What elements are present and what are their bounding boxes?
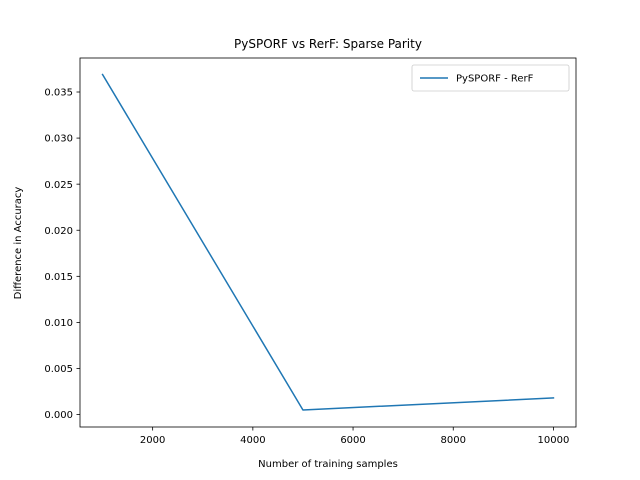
series-layer bbox=[101, 73, 555, 411]
x-tick-label: 6000 bbox=[340, 435, 365, 446]
x-tick-label: 10000 bbox=[538, 435, 570, 446]
y-tick-label: 0.030 bbox=[44, 134, 73, 145]
y-tick-label: 0.000 bbox=[44, 410, 73, 421]
plot-area bbox=[80, 58, 576, 427]
y-axis: 0.000 0.005 0.010 0.015 0.020 0.025 0.030 0.035 bbox=[44, 88, 80, 421]
y-tick-label: 0.005 bbox=[44, 364, 73, 375]
y-axis-label: Difference in Accuracy bbox=[13, 187, 24, 300]
y-tick-label: 0.035 bbox=[44, 88, 73, 99]
legend-box bbox=[411, 64, 570, 92]
x-tick-label: 2000 bbox=[140, 435, 165, 446]
legend: PySPORF - RerF bbox=[411, 64, 570, 92]
y-tick-label: 0.010 bbox=[44, 318, 73, 329]
y-tick-label: 0.015 bbox=[44, 272, 73, 283]
y-tick-label: 0.020 bbox=[44, 226, 73, 237]
series-line bbox=[101, 73, 555, 411]
x-tick-label: 4000 bbox=[240, 435, 265, 446]
legend-entry: PySPORF - RerF bbox=[456, 74, 534, 85]
x-tick-label: 8000 bbox=[441, 435, 466, 446]
axes-frame bbox=[79, 57, 577, 428]
x-axis-label: Number of training samples bbox=[258, 459, 398, 470]
x-axis: 2000 4000 6000 8000 10000 bbox=[140, 427, 569, 446]
y-tick-label: 0.025 bbox=[44, 180, 73, 191]
chart-title: PySPORF vs RerF: Sparse Parity bbox=[234, 37, 422, 51]
